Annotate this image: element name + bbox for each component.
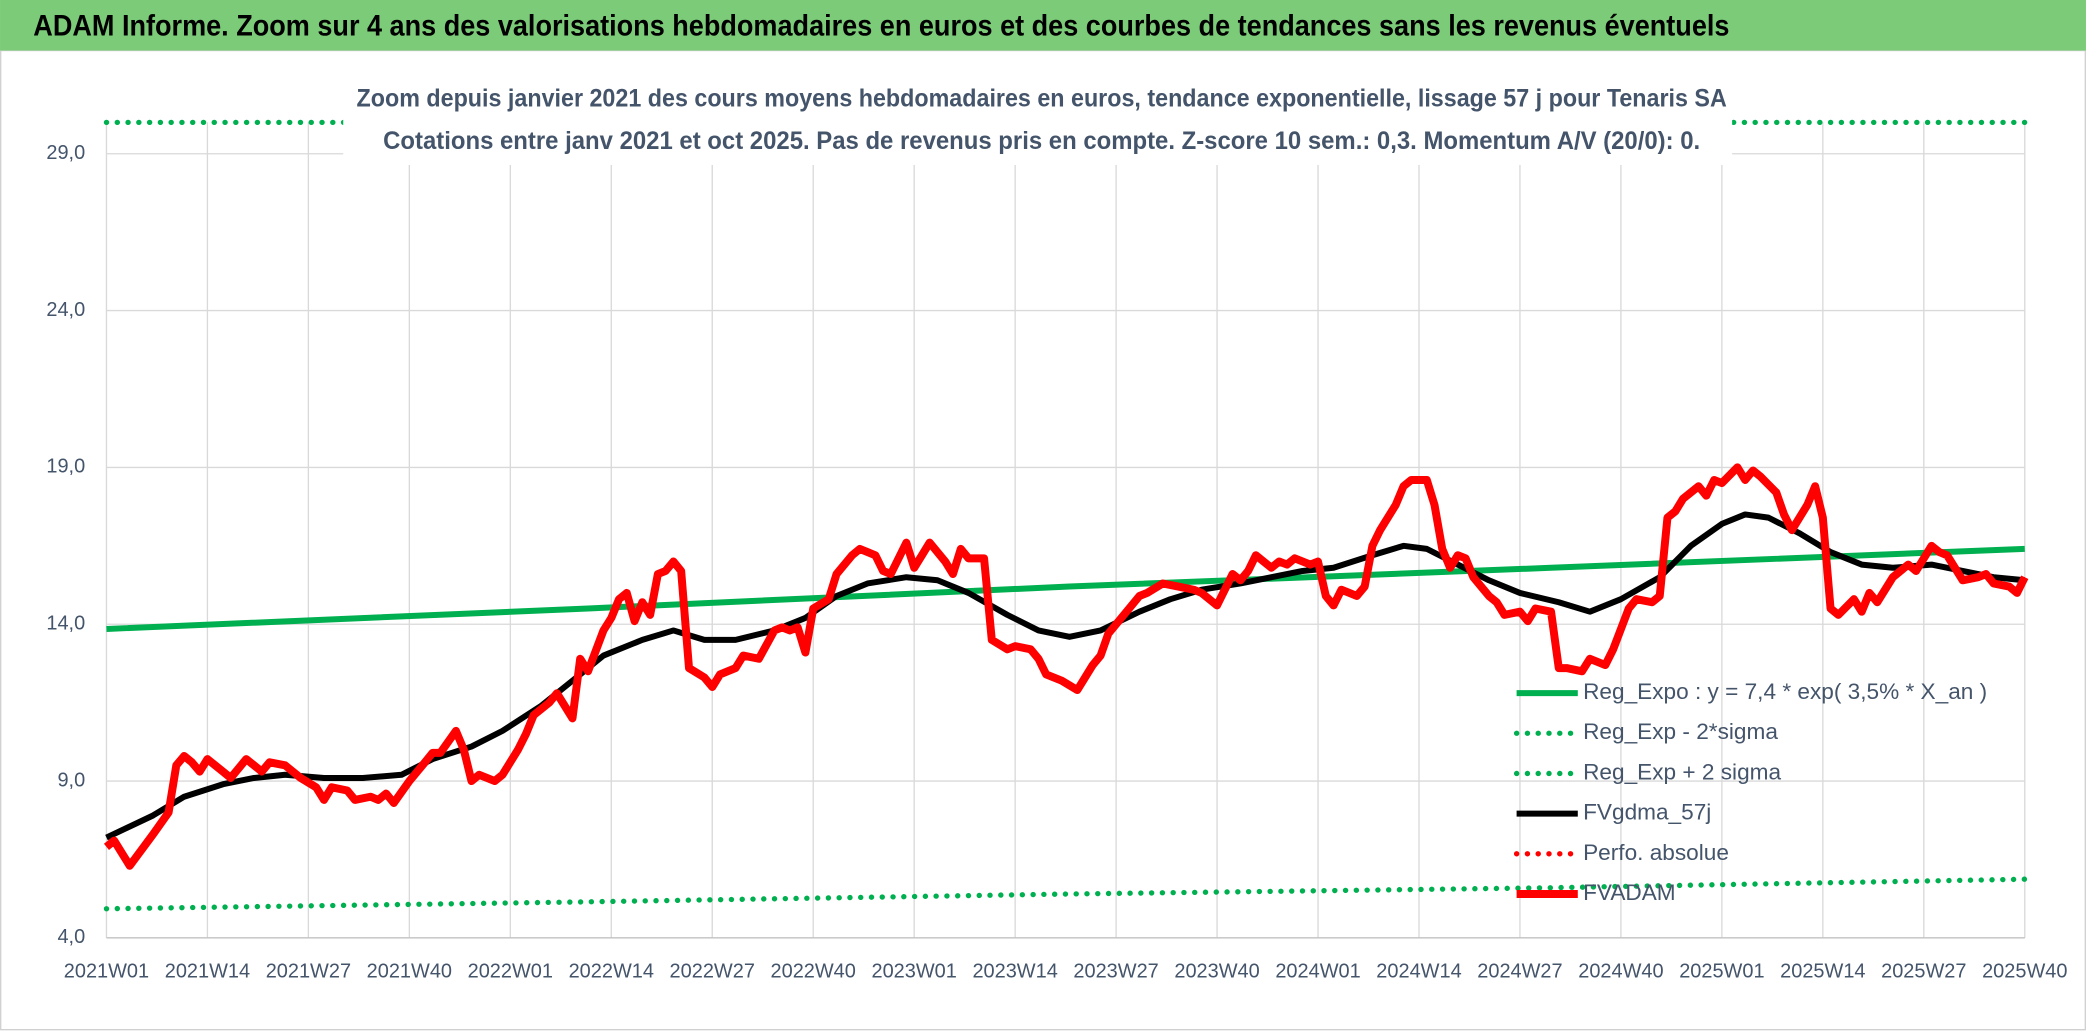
legend-label: FVADAM (1583, 880, 1676, 905)
legend-label: Reg_Exp - 2*sigma (1583, 719, 1778, 744)
plot-area: 4,0 9,0 14,0 19,0 24,0 29,0 2021W01 2021W14 2021… (46, 119, 2067, 983)
x-tick-label: 2022W14 (569, 961, 654, 983)
x-tick-label: 2023W01 (871, 961, 956, 983)
x-tick-label: 2024W27 (1477, 961, 1562, 983)
x-tick-label: 2024W01 (1275, 961, 1360, 983)
chart-title: ADAM Informe. Zoom sur 4 ans des valoris… (33, 11, 1729, 43)
legend-label: FVgdma_57j (1583, 800, 1711, 825)
legend-label: Reg_Expo : y = 7,4 * exp( 3,5% * X_an ) (1583, 679, 1987, 704)
legend-label: Reg_Exp + 2 sigma (1583, 759, 1781, 784)
series-line (106, 545, 2025, 632)
x-tick-label: 2021W40 (367, 961, 452, 983)
series-line (103, 463, 2029, 870)
y-tick-label: 29,0 (46, 142, 85, 164)
x-tick-label: 2025W14 (1780, 961, 1865, 983)
x-tick-label: 2022W01 (468, 961, 553, 983)
x-tick-label: 2025W27 (1881, 961, 1966, 983)
x-tick-label: 2023W27 (1073, 961, 1158, 983)
subtitle: Zoom depuis janvier 2021 des cours moyen… (357, 84, 1727, 112)
chart-frame (0, 49, 2086, 1031)
y-tick-label: 24,0 (46, 299, 85, 321)
subtitle-box (343, 74, 1733, 165)
x-tick-label: 2021W27 (266, 961, 351, 983)
series-line (105, 511, 2026, 841)
x-tick-label: 2024W14 (1376, 961, 1461, 983)
y-tick-label: 4,0 (57, 926, 85, 948)
x-tick-label: 2023W40 (1174, 961, 1259, 983)
title-banner (0, 0, 2086, 51)
legend: Reg_Expo : y = 7,4 * exp( 3,5% * X_an ) R… (1513, 679, 1987, 905)
y-tick-label: 9,0 (57, 769, 85, 791)
x-tick-label: 2022W40 (771, 961, 856, 983)
x-tick-label: 2021W14 (165, 961, 250, 983)
subtitle: Cotations entre janv 2021 et oct 2025. P… (383, 127, 1700, 155)
legend-label: Perfo. absolue (1583, 840, 1729, 865)
x-tick-label: 2021W01 (64, 961, 149, 983)
x-tick-label: 2022W27 (670, 961, 755, 983)
x-tick-label: 2024W40 (1578, 961, 1663, 983)
series-line (103, 876, 2028, 912)
y-tick-label: 14,0 (46, 612, 85, 634)
x-tick-label: 2025W01 (1679, 961, 1764, 983)
x-tick-label: 2023W14 (972, 961, 1057, 983)
x-tick-label: 2025W40 (1982, 961, 2067, 983)
y-tick-label: 19,0 (46, 456, 85, 478)
